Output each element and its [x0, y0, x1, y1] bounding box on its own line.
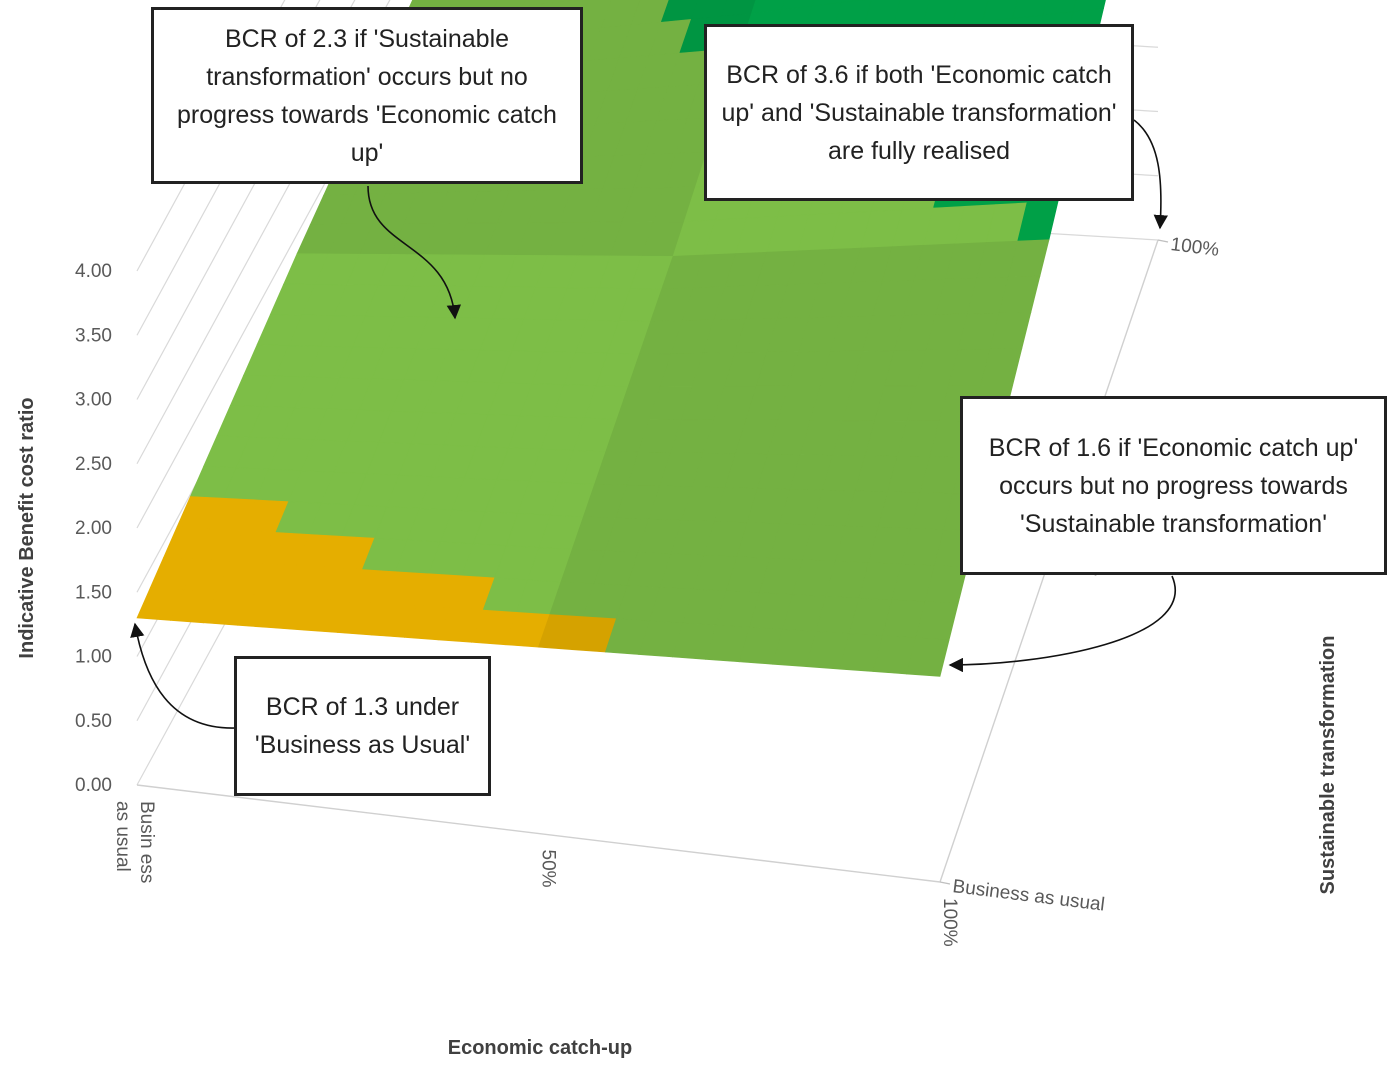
callout-sustainable: BCR of 2.3 if 'Sustainable transformatio…	[151, 7, 583, 184]
z-tick-label: 3.00	[75, 390, 112, 411]
callout-both: BCR of 3.6 if both 'Economic catch up' a…	[704, 24, 1134, 201]
callout-arrows	[130, 119, 1176, 729]
arrow-economic	[948, 575, 1176, 673]
z-tick-label: 0.50	[75, 711, 112, 732]
z-tick-label: 3.50	[75, 325, 112, 346]
y-tick-label: 100%	[1169, 234, 1220, 261]
z-tick-label: 2.50	[75, 454, 112, 475]
callout-economic: BCR of 1.6 if 'Economic catch up' occurs…	[960, 396, 1387, 575]
gridline	[136, 0, 356, 400]
z-tick-label: 4.00	[75, 261, 112, 282]
z-tick-label: 2.00	[75, 518, 112, 539]
z-tick-label: 0.00	[75, 775, 112, 796]
arrow-both	[1133, 119, 1168, 230]
arrow-sustainable	[367, 185, 461, 320]
y-axis-title: Sustainable transformation	[1317, 636, 1339, 895]
x-tick-label: Busin essas usual	[112, 801, 157, 883]
callout-bau: BCR of 1.3 under 'Business as Usual'	[234, 656, 491, 796]
z-axis-title: Indicative Benefit cost ratio	[16, 397, 38, 658]
arrow-bau	[130, 622, 237, 729]
axis-tick	[1157, 239, 1169, 243]
surface-cell	[906, 637, 950, 677]
z-tick-label: 1.50	[75, 582, 112, 603]
x-tick-label: 100%	[939, 898, 960, 947]
y-tick-label: Business as usual	[951, 876, 1106, 916]
axis-tick	[939, 881, 951, 885]
x-axis-title: Economic catch-up	[448, 1037, 632, 1059]
floor-edge	[136, 784, 941, 883]
x-tick-label: 50%	[538, 850, 559, 888]
gridline	[136, 0, 391, 465]
axis-titles: Indicative Benefit cost ratio Sustainabl…	[16, 397, 1339, 1059]
gridline	[136, 0, 426, 529]
z-tick-label: 1.00	[75, 647, 112, 668]
